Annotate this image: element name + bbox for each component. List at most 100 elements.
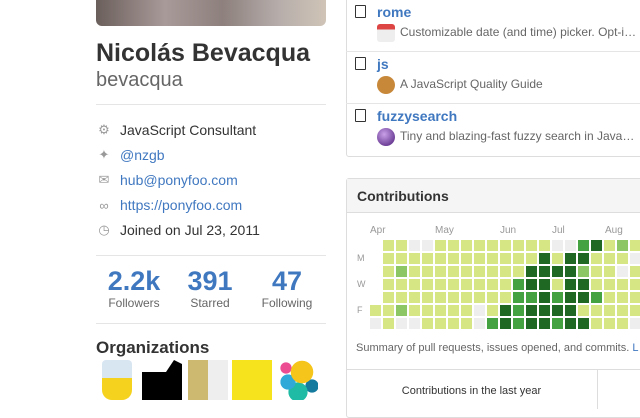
contribution-day[interactable] bbox=[383, 240, 394, 251]
stat-starred[interactable]: 391 Starred bbox=[172, 266, 248, 310]
contribution-day[interactable] bbox=[617, 318, 628, 329]
contribution-day[interactable] bbox=[604, 305, 615, 316]
contribution-day[interactable] bbox=[461, 266, 472, 277]
contribution-day[interactable] bbox=[383, 305, 394, 316]
contribution-day[interactable] bbox=[591, 318, 602, 329]
contribution-day[interactable] bbox=[578, 279, 589, 290]
contribution-day[interactable] bbox=[461, 240, 472, 251]
contribution-day[interactable] bbox=[630, 240, 640, 251]
contribution-day[interactable] bbox=[630, 279, 640, 290]
contribution-day[interactable] bbox=[474, 240, 485, 251]
contribution-day[interactable] bbox=[500, 266, 511, 277]
contribution-day[interactable] bbox=[513, 279, 524, 290]
contribution-day[interactable] bbox=[630, 253, 640, 264]
detail-email[interactable]: ✉ hub@ponyfoo.com bbox=[96, 170, 238, 190]
contribution-day[interactable] bbox=[396, 279, 407, 290]
contribution-day[interactable] bbox=[617, 253, 628, 264]
contribution-day[interactable] bbox=[396, 253, 407, 264]
contribution-day[interactable] bbox=[591, 240, 602, 251]
contribution-day[interactable] bbox=[591, 253, 602, 264]
contribution-day[interactable] bbox=[565, 253, 576, 264]
contribution-day[interactable] bbox=[526, 253, 537, 264]
contribution-day[interactable] bbox=[370, 318, 381, 329]
contribution-day[interactable] bbox=[604, 318, 615, 329]
contribution-day[interactable] bbox=[422, 279, 433, 290]
contribution-day[interactable] bbox=[578, 305, 589, 316]
contribution-day[interactable] bbox=[500, 305, 511, 316]
contribution-day[interactable] bbox=[565, 292, 576, 303]
contribution-day[interactable] bbox=[370, 305, 381, 316]
repo-name[interactable]: rome bbox=[377, 4, 412, 20]
contribution-day[interactable] bbox=[630, 318, 640, 329]
contribution-day[interactable] bbox=[409, 253, 420, 264]
contribution-day[interactable] bbox=[409, 279, 420, 290]
contribution-day[interactable] bbox=[617, 279, 628, 290]
contribution-day[interactable] bbox=[383, 318, 394, 329]
contribution-day[interactable] bbox=[565, 266, 576, 277]
contribution-day[interactable] bbox=[526, 240, 537, 251]
contribution-day[interactable] bbox=[513, 253, 524, 264]
contribution-day[interactable] bbox=[461, 292, 472, 303]
twitter-link[interactable]: @nzgb bbox=[120, 147, 165, 163]
contribution-day[interactable] bbox=[500, 253, 511, 264]
contribution-day[interactable] bbox=[383, 253, 394, 264]
contribution-day[interactable] bbox=[474, 318, 485, 329]
contribution-day[interactable] bbox=[617, 240, 628, 251]
contribution-day[interactable] bbox=[435, 279, 446, 290]
contribution-day[interactable] bbox=[539, 253, 550, 264]
contribution-day[interactable] bbox=[422, 318, 433, 329]
contribution-day[interactable] bbox=[474, 305, 485, 316]
contribution-day[interactable] bbox=[474, 279, 485, 290]
contribution-day[interactable] bbox=[422, 292, 433, 303]
contribution-day[interactable] bbox=[604, 240, 615, 251]
contribution-day[interactable] bbox=[552, 279, 563, 290]
contribution-day[interactable] bbox=[487, 305, 498, 316]
contribution-day[interactable] bbox=[617, 292, 628, 303]
contribution-day[interactable] bbox=[617, 305, 628, 316]
detail-website[interactable]: ∞ https://ponyfoo.com bbox=[96, 195, 242, 215]
contribution-day[interactable] bbox=[422, 305, 433, 316]
website-link[interactable]: https://ponyfoo.com bbox=[120, 197, 243, 213]
contribution-day[interactable] bbox=[448, 266, 459, 277]
contribution-day[interactable] bbox=[448, 253, 459, 264]
contribution-day[interactable] bbox=[565, 240, 576, 251]
contribution-day[interactable] bbox=[487, 292, 498, 303]
contribution-day[interactable] bbox=[487, 240, 498, 251]
contribution-day[interactable] bbox=[539, 292, 550, 303]
contribution-day[interactable] bbox=[448, 292, 459, 303]
email-link[interactable]: hub@ponyfoo.com bbox=[120, 172, 238, 188]
contribution-day[interactable] bbox=[500, 240, 511, 251]
contribution-day[interactable] bbox=[513, 240, 524, 251]
contribution-day[interactable] bbox=[461, 253, 472, 264]
contribution-day[interactable] bbox=[552, 266, 563, 277]
contribution-day[interactable] bbox=[578, 292, 589, 303]
contribution-day[interactable] bbox=[604, 279, 615, 290]
repo-item[interactable]: js A JavaScript Quality Guide bbox=[346, 52, 640, 104]
contribution-day[interactable] bbox=[617, 266, 628, 277]
contribution-day[interactable] bbox=[461, 305, 472, 316]
contribution-day[interactable] bbox=[435, 305, 446, 316]
contribution-day[interactable] bbox=[396, 318, 407, 329]
contribution-day[interactable] bbox=[591, 279, 602, 290]
contribution-day[interactable] bbox=[552, 292, 563, 303]
contribution-day[interactable] bbox=[578, 240, 589, 251]
detail-twitter[interactable]: ✦ @nzgb bbox=[96, 145, 165, 165]
contribution-day[interactable] bbox=[513, 318, 524, 329]
contribution-day[interactable] bbox=[448, 279, 459, 290]
contribution-day[interactable] bbox=[578, 318, 589, 329]
contribution-day[interactable] bbox=[630, 292, 640, 303]
repo-name[interactable]: js bbox=[377, 56, 389, 72]
contribution-day[interactable] bbox=[396, 266, 407, 277]
contribution-day[interactable] bbox=[539, 240, 550, 251]
contribution-day[interactable] bbox=[604, 253, 615, 264]
contribution-day[interactable] bbox=[591, 266, 602, 277]
org-nodeschool-avatar[interactable] bbox=[232, 360, 272, 400]
contribution-day[interactable] bbox=[409, 292, 420, 303]
contribution-day[interactable] bbox=[422, 240, 433, 251]
contribution-day[interactable] bbox=[630, 266, 640, 277]
contribution-day[interactable] bbox=[552, 305, 563, 316]
contribution-day[interactable] bbox=[474, 253, 485, 264]
contribution-day[interactable] bbox=[552, 240, 563, 251]
contribution-day[interactable] bbox=[630, 305, 640, 316]
contribution-day[interactable] bbox=[539, 305, 550, 316]
